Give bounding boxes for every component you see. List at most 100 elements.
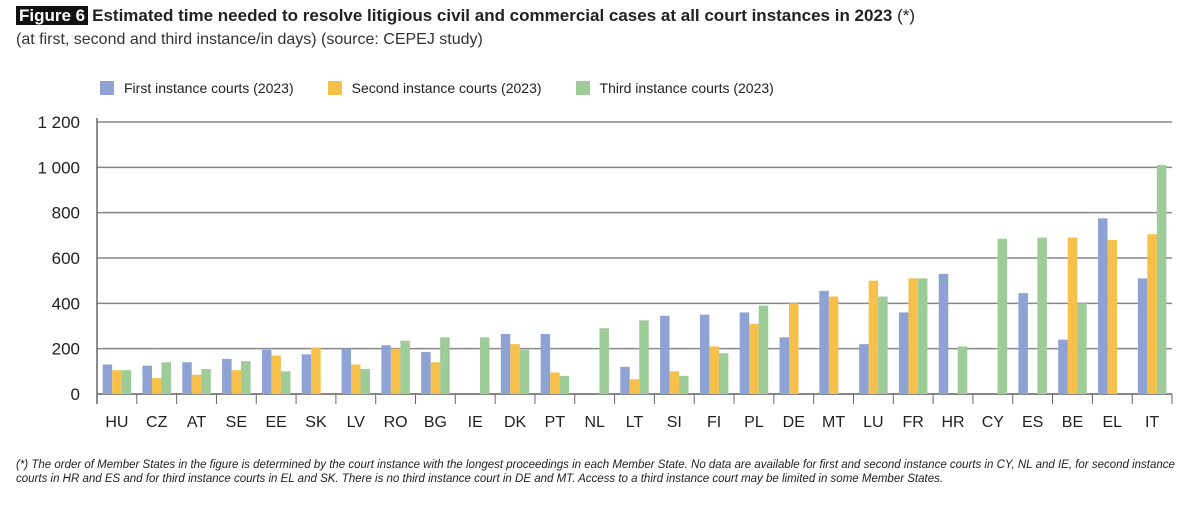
x-tick-label: CY: [982, 414, 1005, 431]
bar-PT-3: [559, 375, 570, 394]
legend-item-second: Second instance courts (2023): [327, 80, 542, 96]
bar-SE-3: [241, 361, 251, 394]
bar-DE-2: [789, 303, 799, 394]
x-tick-label: HU: [105, 414, 128, 431]
bar-BG-3: [440, 337, 450, 394]
bar-EE-3: [280, 371, 291, 394]
bar-IT-1: [1137, 278, 1148, 394]
legend-swatch: [575, 81, 590, 95]
legend-item-first: First instance courts (2023): [100, 80, 294, 96]
x-tick-label: LU: [863, 414, 883, 431]
bar-LV-3: [360, 369, 371, 394]
x-tick-label: AT: [187, 414, 206, 431]
bar-AT-2: [191, 374, 202, 394]
bar-FI-3: [718, 353, 729, 394]
bar-SK-2: [311, 347, 321, 394]
bar-DE-1: [779, 337, 790, 394]
x-tick-label: BG: [424, 414, 447, 431]
bar-PL-3: [758, 305, 769, 394]
bar-DK-2: [510, 344, 520, 394]
x-tick-label: BE: [1062, 414, 1083, 431]
legend-label: Second instance courts (2023): [351, 80, 542, 96]
bar-SI-3: [679, 375, 689, 394]
x-tick-label: SE: [226, 414, 247, 431]
bar-FI-1: [699, 314, 710, 394]
bar-PT-2: [550, 372, 560, 394]
bar-LT-1: [620, 366, 630, 394]
bar-SE-1: [222, 358, 232, 394]
bar-HR-1: [938, 273, 949, 394]
title-suffix: (*): [897, 6, 916, 25]
legend-swatch: [100, 81, 114, 95]
x-tick-label: LV: [347, 414, 366, 431]
bar-SI-2: [669, 371, 680, 394]
bar-EL-1: [1098, 218, 1108, 394]
y-tick-label: 800: [52, 204, 80, 223]
x-tick-label: DE: [783, 414, 805, 431]
bar-SK-1: [301, 354, 312, 394]
bar-EE-2: [271, 355, 281, 394]
bar-IT-2: [1147, 234, 1157, 394]
bar-LT-2: [629, 379, 640, 394]
bar-LV-2: [351, 364, 361, 394]
bar-FR-2: [908, 278, 918, 394]
legend-label: Third instance courts (2023): [599, 80, 774, 96]
bar-AT-1: [182, 362, 192, 394]
bar-HR-3: [957, 346, 968, 394]
bar-BE-2: [1067, 237, 1078, 394]
bar-RO-3: [400, 340, 410, 394]
y-tick-label: 200: [52, 340, 80, 359]
bar-BG-2: [430, 362, 441, 394]
x-tick-label: PT: [545, 414, 566, 431]
bar-AT-3: [201, 369, 211, 394]
y-tick-label: 1 200: [37, 113, 80, 132]
bar-HU-3: [121, 370, 132, 394]
legend: First instance courts (2023) Second inst…: [100, 80, 774, 96]
x-tick-label: LT: [626, 414, 644, 431]
bar-LU-3: [878, 296, 888, 394]
x-tick-label: IT: [1145, 414, 1159, 431]
chart-subtitle: (at first, second and third instance/in …: [16, 31, 483, 48]
x-tick-label: MT: [822, 414, 845, 431]
y-tick-label: 1 000: [37, 158, 80, 177]
bar-IT-3: [1156, 165, 1167, 394]
bar-PL-2: [749, 323, 759, 394]
x-tick-label: NL: [584, 414, 605, 431]
x-tick-label: FI: [707, 414, 721, 431]
bar-RO-2: [390, 348, 401, 394]
x-tick-label: CZ: [146, 414, 168, 431]
bar-CZ-3: [161, 362, 171, 394]
bar-HU-2: [112, 370, 122, 394]
bar-BE-1: [1058, 339, 1068, 394]
footnote: (*) The order of Member States in the fi…: [16, 459, 1175, 485]
bar-DK-3: [519, 349, 530, 394]
figure-label: Figure 6: [16, 6, 89, 25]
bar-ES-1: [1018, 293, 1028, 394]
x-tick-label: HR: [941, 414, 964, 431]
chart-title: Figure 6 Estimated time needed to resolve…: [16, 6, 915, 26]
x-tick-label: DK: [504, 414, 527, 431]
bar-BG-1: [421, 352, 431, 394]
x-tick-label: ES: [1022, 414, 1043, 431]
x-tick-label: EL: [1102, 414, 1122, 431]
x-tick-label: EE: [265, 414, 286, 431]
x-tick-label: RO: [384, 414, 408, 431]
bar-SE-2: [231, 370, 242, 394]
legend-item-third: Third instance courts (2023): [575, 80, 774, 96]
bar-FR-1: [898, 312, 909, 394]
bar-ES-3: [1037, 237, 1047, 394]
bar-LT-3: [639, 320, 649, 394]
x-tick-label: IE: [468, 414, 483, 431]
bar-CZ-1: [142, 365, 152, 394]
x-tick-label: SK: [305, 414, 327, 431]
y-tick-label: 600: [52, 249, 80, 268]
bar-LV-1: [341, 348, 352, 394]
bar-HU-1: [102, 364, 113, 394]
y-tick-label: 400: [52, 294, 80, 313]
bar-EL-2: [1107, 239, 1118, 394]
bar-RO-1: [381, 345, 391, 394]
bar-LU-2: [868, 280, 879, 394]
bar-PT-1: [540, 333, 551, 394]
bar-IE-3: [479, 337, 490, 394]
